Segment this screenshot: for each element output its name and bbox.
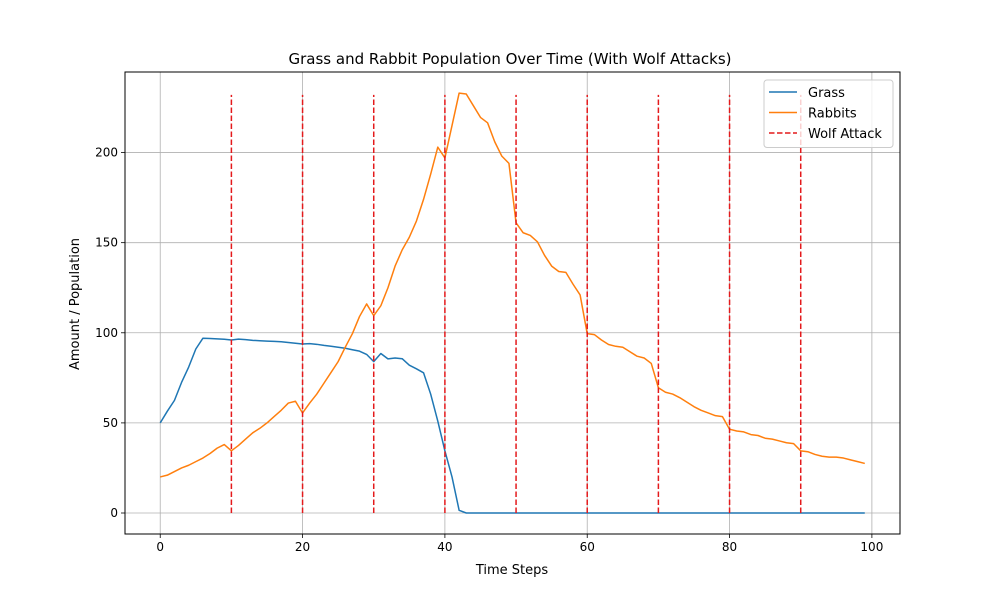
legend-label-grass: Grass [808, 86, 845, 101]
y-tick-label: 150 [95, 236, 118, 250]
y-tick-label: 100 [95, 326, 118, 340]
x-tick-label: 20 [295, 540, 310, 554]
y-tick-label: 200 [95, 146, 118, 160]
x-axis-label: Time Steps [475, 563, 549, 578]
legend: Grass Rabbits Wolf Attack [763, 79, 894, 148]
x-axis: 0 20 40 60 80 100 [156, 534, 883, 554]
plot-area [159, 92, 865, 514]
x-tick-label: 60 [580, 540, 595, 554]
y-axis: 0 50 100 150 200 [95, 146, 125, 520]
y-axis-label: Amount / Population [68, 238, 83, 370]
chart-title: Grass and Rabbit Population Over Time (W… [289, 50, 732, 68]
x-tick-label: 100 [860, 540, 883, 554]
rabbits-line [160, 92, 865, 478]
y-tick-label: 50 [103, 416, 118, 430]
x-tick-label: 80 [722, 540, 737, 554]
grass-line [159, 337, 865, 514]
legend-label-rabbits: Rabbits [808, 107, 857, 122]
axes-frame [124, 71, 901, 535]
x-tick-label: 40 [437, 540, 452, 554]
x-tick-label: 0 [156, 540, 164, 554]
legend-box [763, 79, 894, 148]
y-tick-label: 0 [110, 506, 118, 520]
legend-label-wolf-attack: Wolf Attack [808, 127, 882, 142]
